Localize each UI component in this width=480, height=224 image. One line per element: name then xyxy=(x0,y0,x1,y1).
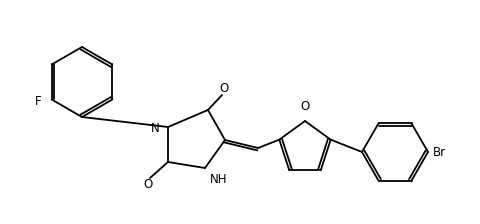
Text: NH: NH xyxy=(210,173,228,186)
Text: O: O xyxy=(219,82,228,95)
Text: F: F xyxy=(35,95,42,108)
Text: Br: Br xyxy=(433,146,446,159)
Text: O: O xyxy=(144,179,153,192)
Text: N: N xyxy=(151,121,160,134)
Text: O: O xyxy=(300,100,310,113)
